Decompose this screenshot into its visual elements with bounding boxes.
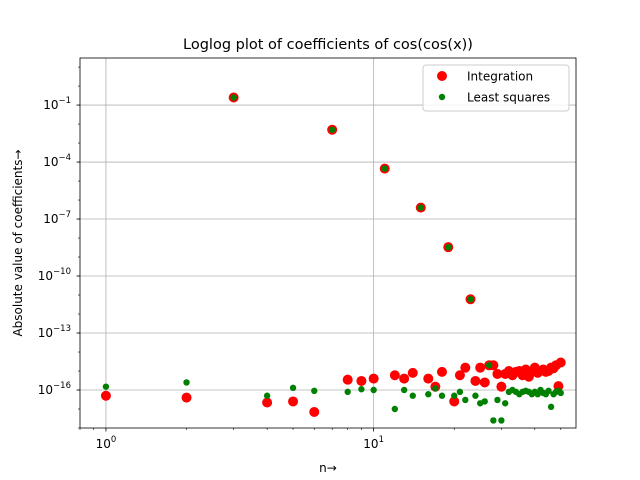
y-tick-exponent: −4 [58, 153, 71, 163]
least-squares-point [183, 379, 190, 386]
least-squares-point [344, 388, 351, 396]
integration-point [555, 357, 566, 368]
least-squares-point [289, 384, 297, 392]
least-squares-point [451, 392, 458, 399]
y-tick-exponent: −13 [53, 324, 71, 334]
x-tick-exponent: 0 [111, 435, 116, 445]
legend-label-integration: Integration [467, 70, 533, 84]
integration-point [449, 396, 460, 407]
least-squares-point [485, 362, 493, 369]
least-squares-point [472, 392, 479, 399]
integration-point [389, 370, 400, 381]
least-squares-point [311, 387, 318, 395]
integration-point [454, 370, 465, 381]
y-tick-exponent: −1 [58, 96, 71, 106]
integration-point [342, 374, 353, 385]
legend-box [422, 64, 570, 112]
least-squares-point [547, 403, 555, 411]
least-squares-point [557, 389, 564, 397]
integration-point [407, 367, 418, 378]
integration-point [436, 366, 447, 377]
legend-label-least-squares: Least squares [467, 91, 550, 105]
least-squares-point [498, 417, 505, 424]
integration-point [309, 406, 320, 417]
least-squares-point [456, 388, 464, 396]
least-squares-point [102, 383, 110, 390]
data-points [100, 92, 566, 424]
integration-point [262, 397, 273, 408]
least-squares-point [462, 396, 469, 404]
chart-title: Loglog plot of coefficients of cos(cos(x… [183, 37, 473, 53]
least-squares-point [481, 398, 488, 405]
least-squares-point [328, 126, 336, 133]
least-squares-point [545, 387, 552, 395]
legend: Integration Least squares [422, 64, 570, 112]
least-squares-point [438, 392, 446, 399]
integration-point [399, 373, 410, 384]
least-squares-point [445, 243, 452, 251]
axes-frame [79, 57, 577, 429]
least-squares-point [230, 94, 237, 101]
integration-point [470, 375, 481, 386]
least-squares-point [370, 386, 377, 394]
least-squares-point [432, 385, 439, 392]
least-squares-point [417, 204, 424, 211]
integration-point [356, 375, 367, 386]
legend-marker-least-squares [438, 93, 446, 101]
integration-point [100, 390, 111, 401]
least-squares-point [391, 405, 399, 413]
least-squares-point [467, 296, 474, 303]
x-tick-exponent: 1 [379, 435, 384, 445]
least-squares-point [263, 392, 271, 399]
y-axis-label: Absolute value of coefficients→ [11, 149, 25, 336]
integration-point [368, 373, 379, 384]
least-squares-point [490, 417, 497, 424]
x-axis-label: n→ [319, 461, 337, 475]
integration-point [460, 362, 471, 373]
y-tick-exponent: −16 [53, 381, 71, 391]
integration-point [423, 373, 434, 384]
legend-marker-integration [437, 71, 447, 81]
least-squares-point [494, 396, 501, 404]
least-squares-point [409, 392, 416, 399]
least-squares-point [501, 400, 509, 407]
least-squares-point [358, 386, 365, 393]
integration-point [496, 381, 507, 392]
y-tick-exponent: −7 [58, 210, 71, 220]
integration-point [479, 377, 490, 388]
least-squares-point [400, 386, 408, 394]
integration-point [181, 392, 192, 403]
least-squares-point [381, 165, 388, 172]
integration-point [288, 396, 299, 407]
integration-point [492, 368, 503, 379]
y-tick-exponent: −10 [53, 267, 71, 277]
least-squares-point [425, 391, 432, 398]
integration-point [475, 362, 486, 373]
integration-point [553, 381, 564, 392]
